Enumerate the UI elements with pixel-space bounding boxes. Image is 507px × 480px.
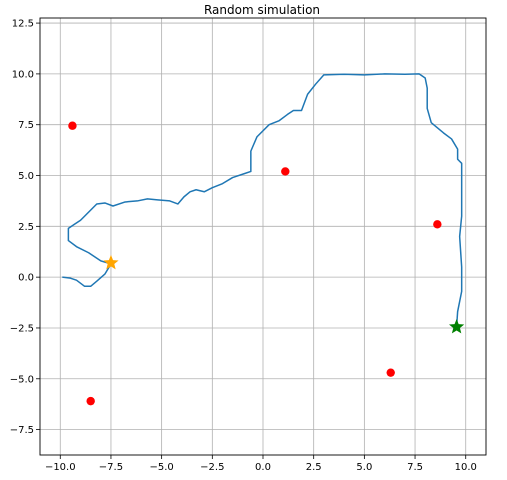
red-dot — [86, 396, 95, 406]
chart-title: Random simulation — [204, 3, 320, 17]
green-star — [449, 318, 465, 334]
grid-lines — [40, 18, 486, 455]
markers — [68, 121, 465, 406]
y-tick-label: 2.5 — [18, 222, 34, 233]
simulation-path — [62, 73, 463, 328]
x-tick-label: 10.0 — [455, 462, 477, 473]
y-tick-label: 0.0 — [18, 273, 34, 284]
series-line — [62, 73, 463, 328]
x-tick-label: 2.5 — [306, 462, 322, 473]
y-tick-label: −7.5 — [10, 425, 34, 436]
red-dot — [68, 121, 77, 130]
red-dot — [386, 368, 395, 377]
axes: −10.0 −7.5 −5.0 −2.5 0.0 2.5 5.0 7.5 10.0 −7.5 −5.… — [10, 17, 487, 473]
x-tick-label: −7.5 — [99, 462, 123, 473]
y-tick-label: −2.5 — [10, 323, 34, 334]
red-dot — [281, 167, 290, 176]
orange-star — [103, 254, 119, 270]
x-tick-label: −10.0 — [45, 462, 76, 473]
x-tick-label: −2.5 — [200, 462, 224, 473]
x-tick-label: 7.5 — [407, 462, 423, 473]
y-tick-label: 10.0 — [12, 69, 34, 80]
x-tick-label: −5.0 — [149, 462, 173, 473]
x-tick-label: 5.0 — [356, 462, 372, 473]
y-tick-label: 5.0 — [18, 171, 34, 182]
red-dot — [433, 220, 442, 229]
y-tick-label: 12.5 — [12, 19, 34, 30]
x-tick-label: 0.0 — [255, 462, 271, 473]
y-tick-label: 7.5 — [18, 120, 34, 131]
y-tick-label: −5.0 — [10, 374, 34, 385]
